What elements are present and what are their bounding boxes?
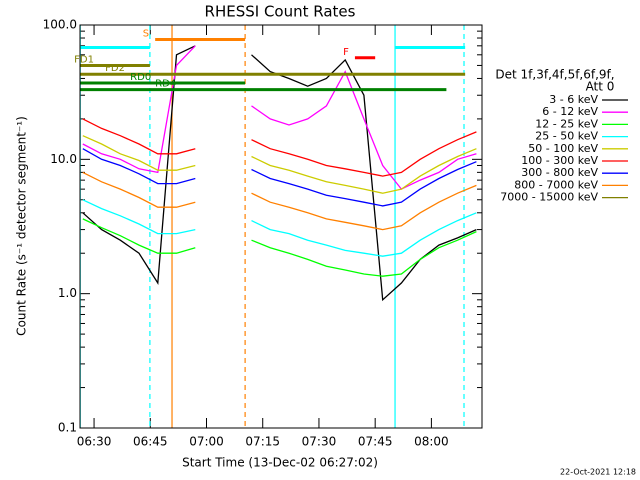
series-line — [82, 135, 196, 171]
x-tick-label: 08:00 — [414, 435, 449, 449]
series-line — [82, 171, 196, 208]
y-tick-label: 10.0 — [50, 152, 77, 166]
legend-label: 300 - 800 keV — [521, 166, 598, 179]
x-tick-label: 07:30 — [302, 435, 337, 449]
legend-label: 25 - 50 keV — [535, 130, 598, 143]
x-tick-label: 07:00 — [189, 435, 224, 449]
series-line — [82, 199, 196, 235]
series-line — [251, 148, 477, 194]
x-axis-label: Start Time (13-Dec-02 06:27:02) — [182, 456, 378, 470]
x-tick-label: 07:45 — [358, 435, 393, 449]
legend-label: 7000 - 15000 keV — [500, 191, 598, 204]
legend-title: Det 1f,3f,4f,5f,6f,9f, — [495, 68, 614, 82]
x-tick-label: 06:30 — [77, 435, 112, 449]
y-axis-label: Count Rate (s⁻¹ detector segment⁻¹) — [15, 116, 29, 336]
legend-label: 3 - 6 keV — [549, 93, 598, 106]
chart-title: RHESSI Count Rates — [205, 3, 356, 21]
y-tick-label: 100.0 — [43, 18, 77, 32]
y-tick-label: 1.0 — [58, 286, 77, 300]
flag-label: FD1 — [74, 54, 94, 65]
legend-label: 50 - 100 keV — [528, 142, 598, 155]
footer: 22-Oct-2021 12:18 — [560, 468, 636, 477]
flag-label: RD0 — [130, 72, 151, 83]
series-line — [251, 212, 477, 257]
series-line — [82, 148, 196, 185]
flag-label: F — [343, 47, 349, 58]
legend-label: 800 - 7000 keV — [514, 178, 598, 191]
flag-label: FD2 — [105, 63, 125, 74]
flag-label: S — [143, 28, 149, 39]
plot-frame — [79, 24, 483, 429]
series-line — [251, 70, 477, 190]
series-line — [82, 45, 196, 285]
legend-label: 100 - 300 keV — [521, 154, 598, 167]
series-line — [82, 118, 196, 155]
series-line — [82, 45, 196, 174]
series-line — [251, 161, 477, 207]
x-tick-label: 06:45 — [133, 435, 168, 449]
x-tick-label: 07:15 — [245, 435, 280, 449]
series-line — [251, 184, 477, 231]
series-line — [251, 231, 477, 277]
series-line — [251, 54, 477, 302]
legend-label: 12 - 25 keV — [535, 117, 598, 130]
legend-label: 6 - 12 keV — [542, 105, 598, 118]
series-line — [251, 131, 477, 177]
flag-label: RD4 — [155, 79, 176, 90]
y-tick-label: 0.1 — [58, 421, 77, 435]
legend-title: Att 0 — [586, 80, 615, 94]
series-line — [82, 218, 196, 254]
